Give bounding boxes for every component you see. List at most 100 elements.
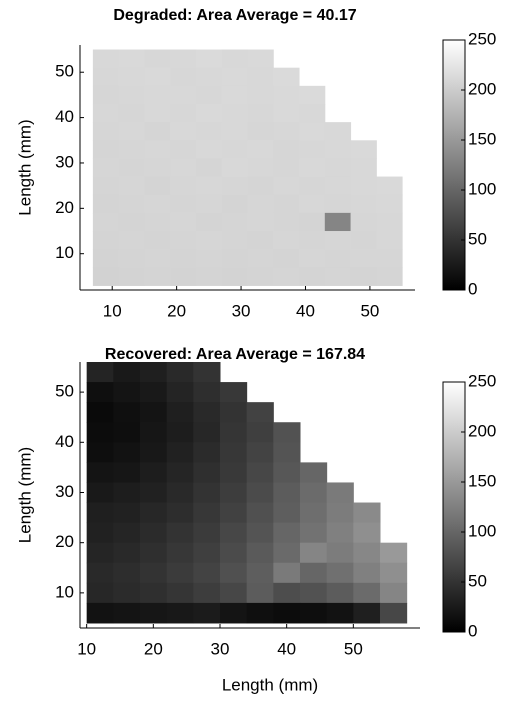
heatmap-cell [170, 122, 197, 141]
heatmap-cell [86, 542, 114, 564]
heatmap-cell [299, 212, 326, 232]
heatmap-cell [193, 522, 221, 544]
heatmap-cell [170, 267, 197, 286]
heatmap-cell [273, 422, 301, 443]
heatmap-cell [166, 602, 194, 624]
heatmap-cell [144, 212, 171, 232]
heatmap-cell [195, 67, 223, 87]
heatmap-cell [144, 249, 171, 268]
colorbar-tick-label: 250 [468, 371, 496, 390]
heatmap-cell [140, 502, 168, 524]
heatmap-cell [324, 194, 352, 214]
heatmap-cell [299, 85, 326, 105]
heatmap-cell [300, 482, 328, 504]
heatmap-cell [195, 176, 223, 196]
heatmap-cell [166, 502, 194, 524]
heatmap-cell [326, 562, 354, 584]
heatmap-cell [86, 462, 114, 483]
heatmap-cell [353, 582, 381, 604]
heatmap-cell [113, 362, 141, 383]
heatmap-cell [326, 482, 354, 504]
heatmap-cell [113, 382, 141, 403]
heatmap-cell [273, 442, 301, 463]
heatmap-cell [376, 194, 403, 214]
heatmap-cell [221, 140, 248, 159]
heatmap-cell [247, 249, 274, 268]
heatmap-cell [273, 194, 300, 214]
heatmap-cell [220, 422, 248, 443]
heatmap-cell [353, 562, 381, 584]
heatmap-cell [166, 362, 194, 383]
heatmap-cell [273, 158, 300, 178]
colorbar [442, 39, 466, 291]
heatmap-cell [350, 158, 377, 178]
heatmap-cell [221, 158, 248, 178]
heatmap-cell [299, 194, 326, 214]
heatmap-cell [350, 267, 377, 286]
heatmap-cell [247, 158, 274, 178]
heatmap-cell [350, 176, 377, 196]
heatmap-cell [92, 122, 120, 141]
heatmap-cell [247, 212, 274, 232]
heatmap-cell [246, 422, 274, 443]
heatmap-cell [86, 362, 114, 383]
heatmap-cell [273, 582, 301, 604]
heatmap-cell [92, 267, 120, 286]
heatmap-cell [350, 231, 377, 250]
heatmap-cell [193, 462, 221, 483]
heatmap-cell [193, 442, 221, 463]
heatmap-cell [193, 542, 221, 564]
heatmap-cell [353, 522, 381, 544]
heatmap-cell [195, 85, 223, 105]
heatmap-cell [247, 140, 274, 159]
heatmap-cell [193, 382, 221, 403]
chart-title: Recovered: Area Average = 167.84 [105, 346, 365, 363]
heatmap-cell [220, 602, 248, 624]
heatmap-cell [221, 67, 248, 87]
heatmap-cell [140, 402, 168, 423]
heatmap-cell [273, 85, 300, 105]
heatmap-cell [140, 482, 168, 504]
heatmap-cell [92, 67, 120, 87]
heatmap-cell [195, 158, 223, 178]
heatmap-cell [193, 582, 221, 604]
heatmap-cell [195, 140, 223, 159]
heatmap-cell [326, 542, 354, 564]
heatmap-cell [246, 482, 274, 504]
heatmap-cell [220, 382, 248, 403]
heatmap-cell [221, 231, 248, 250]
heatmap-cell [144, 194, 171, 214]
heatmap-cell [220, 522, 248, 544]
heatmap-cell [376, 176, 403, 196]
heatmap-cell [247, 176, 274, 196]
heatmap-cell [324, 231, 352, 250]
heatmap-cell [220, 442, 248, 463]
heatmap-cell [170, 176, 197, 196]
y-axis-label: Length (mm) [15, 447, 34, 543]
heatmap-cell [166, 442, 194, 463]
heatmap-cell [92, 212, 120, 232]
heatmap-cell [326, 582, 354, 604]
heatmap-cell [380, 582, 408, 604]
y-tick-label: 40 [55, 107, 74, 126]
heatmap-cell [170, 231, 197, 250]
heatmap-cell [221, 176, 248, 196]
heatmap-cell [221, 267, 248, 286]
heatmap-cell [353, 502, 381, 524]
heatmap-cell [193, 482, 221, 504]
x-tick-label: 30 [232, 301, 251, 320]
heatmap-cell [195, 103, 223, 123]
heatmap-cell [170, 194, 197, 214]
heatmap-cell [221, 122, 248, 141]
heatmap-cell [144, 158, 171, 178]
heatmap-cell [326, 522, 354, 544]
colorbar-tick-label: 50 [468, 571, 487, 590]
y-tick-label: 30 [55, 152, 74, 171]
x-tick-label: 40 [296, 301, 315, 320]
heatmap-cell [166, 582, 194, 604]
heatmap-cell [166, 522, 194, 544]
x-axis-label: Length (mm) [222, 675, 318, 694]
heatmap-cell [299, 122, 326, 141]
heatmap-cell [86, 422, 114, 443]
y-tick-label: 10 [55, 582, 74, 601]
